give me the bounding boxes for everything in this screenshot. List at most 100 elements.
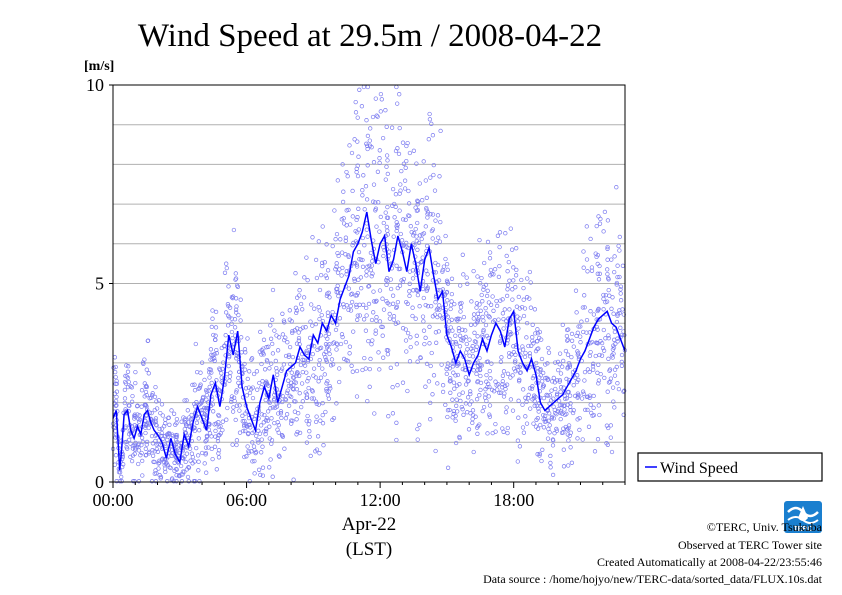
scatter-point — [427, 117, 433, 122]
scatter-point — [406, 188, 411, 194]
scatter-point — [550, 437, 556, 442]
scatter-point — [399, 238, 405, 243]
scatter-point — [614, 319, 620, 325]
scatter-point — [267, 400, 272, 406]
scatter-point — [179, 479, 185, 484]
scatter-point — [394, 437, 399, 443]
scatter-point — [163, 469, 168, 475]
scatter-point — [566, 389, 571, 395]
scatter-point — [324, 387, 329, 392]
scatter-point — [508, 397, 514, 402]
scatter-point — [497, 244, 502, 250]
scatter-point — [304, 418, 309, 424]
scatter-point — [170, 433, 176, 439]
scatter-point — [554, 391, 560, 396]
scatter-point — [515, 364, 520, 370]
scatter-point — [504, 293, 510, 299]
scatter-points — [110, 84, 628, 484]
scatter-point — [154, 399, 159, 404]
scatter-point — [501, 369, 507, 374]
scatter-point — [354, 293, 359, 298]
scatter-point — [475, 320, 480, 325]
scatter-point — [497, 263, 502, 269]
scatter-point — [248, 425, 253, 430]
scatter-point — [417, 422, 422, 427]
scatter-point — [605, 271, 610, 277]
scatter-point — [212, 444, 218, 449]
scatter-point — [270, 317, 275, 322]
scatter-point — [455, 363, 460, 368]
scatter-point — [366, 284, 371, 289]
scatter-point — [308, 453, 313, 459]
scatter-point — [280, 399, 285, 405]
scatter-point — [114, 381, 119, 387]
scatter-point — [303, 325, 308, 330]
scatter-point — [606, 425, 611, 431]
scatter-point — [576, 377, 581, 383]
scatter-point — [202, 377, 207, 383]
scatter-point — [247, 479, 252, 484]
scatter-point — [317, 451, 322, 456]
scatter-point — [467, 402, 472, 407]
scatter-point — [355, 115, 360, 120]
scatter-point — [299, 404, 304, 410]
scatter-point — [263, 432, 268, 437]
scatter-point — [570, 410, 576, 416]
scatter-point — [334, 401, 339, 406]
scatter-point — [597, 352, 602, 358]
scatter-point — [618, 284, 624, 289]
scatter-point — [432, 312, 438, 317]
scatter-point — [571, 383, 576, 388]
scatter-point — [530, 375, 536, 381]
scatter-point — [448, 378, 453, 383]
scatter-point — [221, 360, 226, 365]
scatter-point — [618, 291, 623, 296]
scatter-point — [356, 206, 361, 211]
scatter-point — [609, 449, 615, 455]
scatter-point — [471, 449, 476, 455]
scatter-point — [427, 324, 432, 329]
scatter-point — [385, 158, 390, 163]
scatter-point — [350, 188, 355, 194]
scatter-point — [377, 229, 382, 234]
scatter-point — [270, 351, 276, 356]
scatter-point — [487, 384, 492, 390]
scatter-point — [448, 306, 453, 312]
scatter-point — [164, 461, 169, 466]
scatter-point — [428, 175, 433, 180]
scatter-point — [298, 362, 304, 368]
scatter-point — [423, 335, 428, 340]
scatter-point — [132, 416, 137, 421]
scatter-point — [596, 378, 602, 383]
scatter-point — [449, 276, 455, 281]
scatter-point — [265, 418, 270, 423]
scatter-point — [604, 423, 610, 428]
scatter-point — [152, 449, 157, 454]
scatter-point — [367, 384, 372, 389]
scatter-point — [604, 299, 610, 304]
scatter-point — [234, 390, 239, 395]
scatter-point — [547, 430, 552, 435]
scatter-point — [381, 253, 386, 259]
scatter-point — [394, 263, 399, 268]
scatter-point — [220, 427, 225, 433]
scatter-point — [591, 361, 596, 366]
scatter-point — [259, 348, 264, 353]
scatter-point — [517, 377, 522, 382]
scatter-point — [159, 433, 164, 439]
scatter-point — [243, 411, 248, 416]
scatter-point — [316, 402, 321, 407]
scatter-point — [320, 421, 326, 426]
scatter-point — [393, 204, 398, 209]
scatter-point — [260, 444, 265, 449]
scatter-point — [554, 412, 559, 417]
scatter-point — [343, 235, 349, 240]
scatter-point — [431, 162, 436, 168]
scatter-point — [578, 324, 583, 329]
scatter-point — [306, 422, 311, 427]
scatter-point — [319, 312, 324, 318]
scatter-point — [266, 344, 271, 349]
scatter-point — [500, 373, 506, 378]
scatter-point — [478, 363, 483, 368]
scatter-point — [538, 368, 543, 373]
